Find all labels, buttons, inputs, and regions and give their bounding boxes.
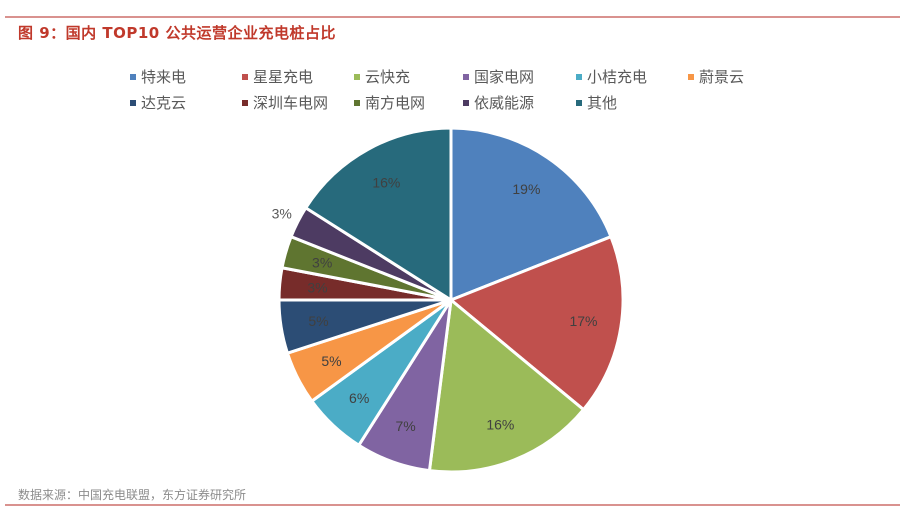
legend-item: 特来电 [130,66,186,87]
legend-label: 云快充 [365,68,411,86]
legend-swatch-icon [242,73,248,80]
legend-item: 达克云 [130,92,186,113]
legend-item: 国家电网 [463,66,534,87]
legend-item: 其他 [576,92,617,113]
legend-swatch-icon [576,73,582,80]
slice-label: 16% [372,174,400,190]
legend-swatch-icon [354,99,360,106]
legend-item: 云快充 [354,66,410,87]
legend-swatch-icon [688,73,694,80]
slice-label: 17% [569,313,597,329]
legend-label: 达克云 [141,94,187,112]
legend-label: 深圳车电网 [253,94,329,112]
bottom-rule [5,504,900,506]
legend-swatch-icon [242,99,248,106]
legend-item: 依威能源 [463,92,534,113]
pie-slice [449,126,613,303]
legend-swatch-icon [130,73,136,80]
legend-swatch-icon [354,73,360,80]
slice-label: 7% [395,418,415,434]
slice-label: 6% [349,390,369,406]
slice-label: 19% [512,181,540,197]
slice-label: 3% [307,279,327,295]
slice-label: 3% [312,255,332,271]
slice-label: 5% [321,353,341,369]
legend-label: 特来电 [141,68,187,86]
legend-item: 小桔充电 [576,66,647,87]
legend-label: 星星充电 [253,68,314,86]
slice-label: 3% [272,206,292,222]
legend-item: 星星充电 [242,66,313,87]
data-source-note: 数据来源：中国充电联盟，东方证券研究所 [18,488,247,502]
legend-label: 依威能源 [474,94,535,112]
legend-swatch-icon [130,99,136,106]
legend-swatch-icon [463,99,469,106]
legend-item: 蔚景云 [688,66,744,87]
pie-slice [427,297,586,474]
legend-label: 其他 [587,94,618,112]
top-rule [5,16,900,18]
legend-item: 深圳车电网 [242,92,328,113]
chart-title: 图 9：国内 TOP10 公共运营企业充电桩占比 [18,24,336,42]
slice-label: 16% [486,417,514,433]
legend-swatch-icon [463,73,469,80]
slice-label: 5% [308,313,328,329]
legend-label: 蔚景云 [699,68,745,86]
legend-label: 小桔充电 [587,68,648,86]
legend-swatch-icon [576,99,582,106]
chart-legend: 特来电 星星充电 云快充 国家电网 小桔充电 蔚景云达克云 深圳车电网 南方电网 依威能源 其他 [0,0,907,120]
pie-slice [448,234,625,412]
legend-item: 南方电网 [354,92,425,113]
legend-label: 国家电网 [474,68,535,86]
pie-slice [303,126,453,303]
legend-label: 南方电网 [365,94,426,112]
